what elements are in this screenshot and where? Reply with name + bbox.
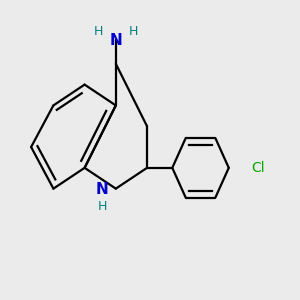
Text: N: N [96,182,109,197]
Text: N: N [110,32,122,47]
Text: H: H [129,25,138,38]
Text: H: H [93,25,103,38]
Text: H: H [98,200,107,213]
Text: Cl: Cl [251,161,265,175]
